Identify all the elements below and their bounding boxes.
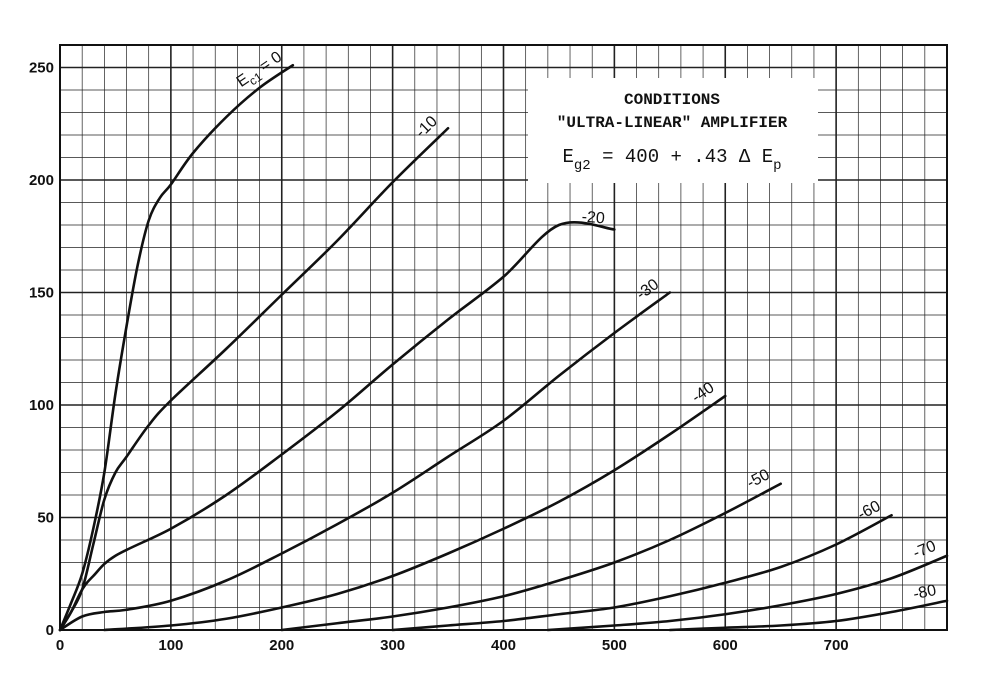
curve-line	[668, 599, 949, 632]
y-tick-label: 100	[29, 397, 54, 414]
y-tick-label: 50	[37, 510, 54, 527]
y-tick-label: 200	[29, 172, 54, 189]
plot-frame	[59, 44, 948, 631]
formula-rhs-subscript: p	[773, 158, 781, 174]
curve-line	[58, 126, 450, 632]
curve-line	[103, 394, 727, 632]
y-tick-label: 0	[46, 622, 54, 639]
formula-lhs-subscript: g2	[574, 158, 591, 174]
y-tick-label: 250	[29, 60, 54, 77]
curve-label: -20	[581, 209, 606, 228]
x-tick-label: 100	[158, 637, 183, 654]
conditions-formula: Eg2 = 400 + .43 Δ Ep	[562, 146, 781, 174]
curve-line	[391, 513, 893, 632]
curve-line	[280, 482, 782, 632]
curve-label: -80	[912, 582, 938, 603]
curve-line	[58, 291, 672, 632]
conditions-subheading: "ULTRA-LINEAR" AMPLIFIER	[557, 114, 788, 132]
x-tick-label: 200	[269, 637, 294, 654]
conditions-box: CONDITIONS "ULTRA-LINEAR" AMPLIFIER Eg2 …	[528, 78, 818, 183]
x-tick-label: 400	[491, 637, 516, 654]
formula-rhs: = 400 + .43 Δ E	[591, 146, 773, 168]
x-tick-label: 0	[56, 637, 64, 654]
formula-lhs: E	[562, 146, 573, 168]
axes: 0 100 200 300 400 500 600 700 0 50 100 150 200 250	[29, 44, 948, 654]
x-tick-label: 300	[380, 637, 405, 654]
curve-line	[58, 220, 616, 632]
curve-line	[546, 554, 949, 632]
conditions-heading: CONDITIONS	[624, 91, 720, 109]
x-tick-label: 500	[602, 637, 627, 654]
x-tick-label: 700	[824, 637, 849, 654]
plate-curves	[58, 63, 949, 632]
curve-line	[58, 63, 295, 632]
x-tick-label: 600	[713, 637, 738, 654]
y-tick-label: 150	[29, 285, 54, 302]
